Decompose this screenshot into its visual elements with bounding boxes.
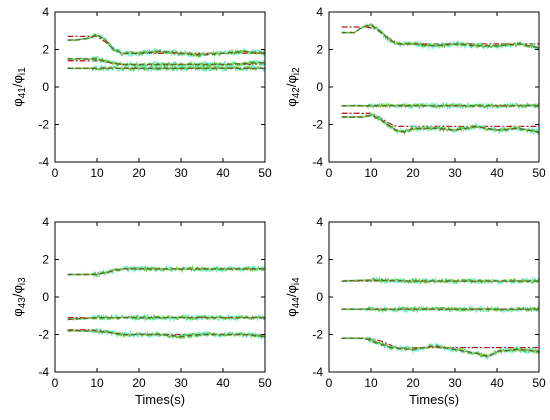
estimate-trace-6 xyxy=(341,337,540,358)
noise-trace-2 xyxy=(67,264,266,279)
x-tick-label: 20 xyxy=(132,166,146,180)
x-tick-label: 0 xyxy=(52,166,59,180)
y-tick-label: -2 xyxy=(38,118,49,132)
estimate-fit-2 xyxy=(341,24,540,49)
estimate-fit-6 xyxy=(67,330,266,338)
y-tick-label: 2 xyxy=(42,43,49,57)
x-tick-label: 10 xyxy=(364,166,378,180)
reference-line-1 xyxy=(341,26,539,45)
y-tick-label: -2 xyxy=(38,328,49,342)
y-tick-label: 4 xyxy=(316,215,323,229)
x-axis-label: Times(s) xyxy=(409,392,459,407)
axes-frame xyxy=(328,221,540,373)
estimate-trace-2 xyxy=(67,32,266,58)
x-tick-label: 30 xyxy=(174,166,188,180)
y-tick-label: -4 xyxy=(312,365,323,379)
axes-frame xyxy=(328,11,540,163)
y-axis-label: φ43/φi3 xyxy=(10,277,28,317)
x-tick-label: 20 xyxy=(406,376,420,390)
subplot-3: 0 10 20 30 40 50 -4 -2 0 2 4 φ43/φi3 Times(s) xyxy=(10,215,272,407)
y-tick-label: -2 xyxy=(312,328,323,342)
x-tick-label: 40 xyxy=(216,376,230,390)
subplot-4: 0 10 20 30 40 50 -4 -2 0 2 4 φ44/φi4 Times(s) xyxy=(284,215,546,407)
x-tick-label: 40 xyxy=(490,376,504,390)
y-axis-label: φ44/φi4 xyxy=(284,277,302,317)
x-tick-label: 10 xyxy=(90,166,104,180)
subplot-1: 0 10 20 30 40 50 -4 -2 0 2 4 φ41/φi1 xyxy=(10,5,272,180)
x-tick-label: 50 xyxy=(258,166,272,180)
x-tick-label: 40 xyxy=(490,166,504,180)
estimate-trace-6 xyxy=(341,113,540,136)
y-tick-label: 2 xyxy=(316,253,323,267)
y-tick-label: -4 xyxy=(38,365,49,379)
estimate-fit-4 xyxy=(67,316,265,321)
y-tick-label: 0 xyxy=(316,80,323,94)
y-tick-label: 2 xyxy=(42,253,49,267)
estimate-fit-2 xyxy=(341,279,539,282)
x-tick-label: 50 xyxy=(258,376,272,390)
y-tick-label: 2 xyxy=(316,43,323,57)
estimate-fit-6 xyxy=(341,114,540,133)
noise-trace-4 xyxy=(67,55,266,70)
y-tick-label: -4 xyxy=(312,155,323,169)
x-tick-label: 50 xyxy=(532,166,546,180)
x-tick-label: 30 xyxy=(448,166,462,180)
x-tick-label: 30 xyxy=(174,376,188,390)
axes-frame xyxy=(54,221,266,373)
y-axis-label: φ41/φi1 xyxy=(10,67,28,107)
y-tick-label: 0 xyxy=(42,80,49,94)
axes-frame xyxy=(54,11,266,163)
x-tick-label: 20 xyxy=(406,166,420,180)
x-tick-label: 0 xyxy=(52,376,59,390)
y-tick-label: 4 xyxy=(42,215,49,229)
x-tick-label: 10 xyxy=(364,376,378,390)
x-tick-label: 10 xyxy=(90,376,104,390)
x-axis-label: Times(s) xyxy=(135,392,185,407)
x-tick-label: 50 xyxy=(532,376,546,390)
x-tick-label: 0 xyxy=(326,376,333,390)
y-tick-label: 0 xyxy=(316,290,323,304)
subplot-2: 0 10 20 30 40 50 -4 -2 0 2 4 φ42/φi2 xyxy=(284,5,546,180)
x-tick-label: 30 xyxy=(448,376,462,390)
y-tick-label: 0 xyxy=(42,290,49,304)
y-tick-label: -2 xyxy=(312,118,323,132)
y-axis-label: φ42/φi2 xyxy=(284,67,302,107)
x-tick-label: 40 xyxy=(216,166,230,180)
y-tick-label: 4 xyxy=(316,5,323,19)
reference-line-5 xyxy=(341,112,539,128)
y-tick-label: 4 xyxy=(42,5,49,19)
estimate-fit-6 xyxy=(341,337,540,358)
x-tick-label: 0 xyxy=(326,166,333,180)
y-tick-label: -4 xyxy=(38,155,49,169)
x-tick-label: 20 xyxy=(132,376,146,390)
